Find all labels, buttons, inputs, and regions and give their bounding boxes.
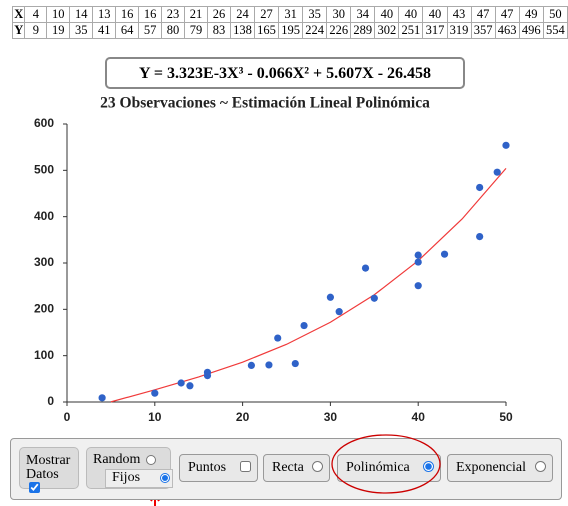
table-cell: 224 [302,22,328,39]
point [177,379,185,387]
point [502,141,510,149]
table-cell: 226 [326,22,352,39]
mode-label: Fijos [112,470,141,485]
mode-button[interactable]: Recta [263,454,330,482]
y-tick-label: 400 [34,209,54,223]
table-cell: 80 [161,22,186,39]
point [361,264,370,272]
button-label: Polinómica [346,460,410,475]
point [300,321,308,330]
mode-radio[interactable] [146,455,156,465]
table-row: Y 9 19 35 41 64 57 80 79 83 138 165 195 224 226 289 302 2… [11,22,568,39]
mode-button[interactable]: Exponencial [447,454,553,482]
x-tick-label: 0 [64,410,71,424]
chart-title: 23 Observaciones ~ Estimación Lineal Pol… [100,95,430,112]
x-tick-label: 40 [412,410,426,424]
mode-group: Random Fijos [86,447,173,489]
point [476,232,484,241]
point [98,394,106,402]
fit-curve [110,167,507,403]
y-tick-label: 200 [34,302,54,316]
control-panel: Mostrar Datos Random Fijos Puntos Recta Pol… [10,438,562,500]
button-radio[interactable] [535,461,546,472]
row-label: Y [11,22,26,39]
point [414,282,422,290]
table-cell: 47 [470,6,496,23]
equation: Y = 3.323E-3X³ - 0.066X² + 5.607X - 26.4… [105,57,465,89]
table-cell: 496 [518,22,544,39]
table-cell: 41 [92,22,117,39]
table-cell: 35 [302,6,328,23]
table-cell: 19 [46,22,71,39]
data-table: X 4 10 14 13 16 16 23 21 26 24 27 31 35 30 34 40 40 40 43 47… [11,6,568,39]
table-cell: 357 [470,22,496,39]
table-cell: 79 [184,22,208,39]
table-cell: 289 [350,22,376,39]
point [414,251,422,259]
button-label: Recta [272,460,304,475]
mode-button[interactable]: Puntos [179,454,258,482]
show-data-checkbox[interactable] [29,482,40,493]
table-cell: 195 [278,22,304,39]
y-tick-label: 300 [34,255,54,269]
x-tick-label: 50 [499,410,513,424]
show-data-group: Mostrar Datos [19,447,79,493]
x-tick-label: 30 [324,410,338,424]
button-radio[interactable] [423,461,434,472]
point [493,168,501,176]
table-cell: 251 [398,22,424,39]
mode-button[interactable]: Polinómica [337,454,441,482]
table-cell: 30 [326,6,352,23]
point [291,359,299,368]
point [326,293,334,301]
x-tick-label: 10 [148,410,162,424]
mode-label: Random [93,452,141,467]
button-label: Puntos [188,460,227,475]
table-row: X 4 10 14 13 16 16 23 21 26 24 27 31 35 30 34 40 40 40 43 47… [11,6,568,23]
table-cell: 319 [446,22,472,39]
button-label: Exponencial [456,460,526,475]
button-radio[interactable] [312,461,323,472]
table-cell: 40 [374,6,400,23]
table-cell: 57 [138,22,163,39]
mode-option: Random [93,452,170,469]
point [203,371,212,380]
y-tick-label: 500 [34,163,54,177]
button-radio[interactable] [240,461,251,472]
point [151,389,159,397]
y-tick-label: 0 [47,394,54,408]
table-cell: 40 [398,6,424,23]
show-data-label: Mostrar Datos [26,453,71,482]
point [274,334,282,342]
table-cell: 317 [422,22,448,39]
mode-option: Fijos [105,469,173,488]
table-cell: 554 [542,22,568,39]
table-cell: 64 [115,22,140,39]
point [440,250,449,258]
table-cell: 14 [69,6,94,23]
y-tick-label: 100 [34,348,54,362]
table-cell: 10 [46,6,71,23]
point [247,361,255,369]
y-tick-label: 600 [34,116,54,130]
table-cell: 31 [278,6,304,23]
point [335,308,343,316]
point [370,294,378,302]
table-cell: 50 [542,6,568,23]
table-cell: 302 [374,22,400,39]
table-cell: 83 [206,22,231,39]
x-tick-label: 20 [236,410,250,424]
table-cell: 21 [184,6,208,23]
point [186,382,194,390]
point [414,258,422,266]
table-cell: 165 [253,22,280,39]
mode-radio[interactable] [160,473,170,483]
point [476,183,484,192]
point [265,361,273,369]
